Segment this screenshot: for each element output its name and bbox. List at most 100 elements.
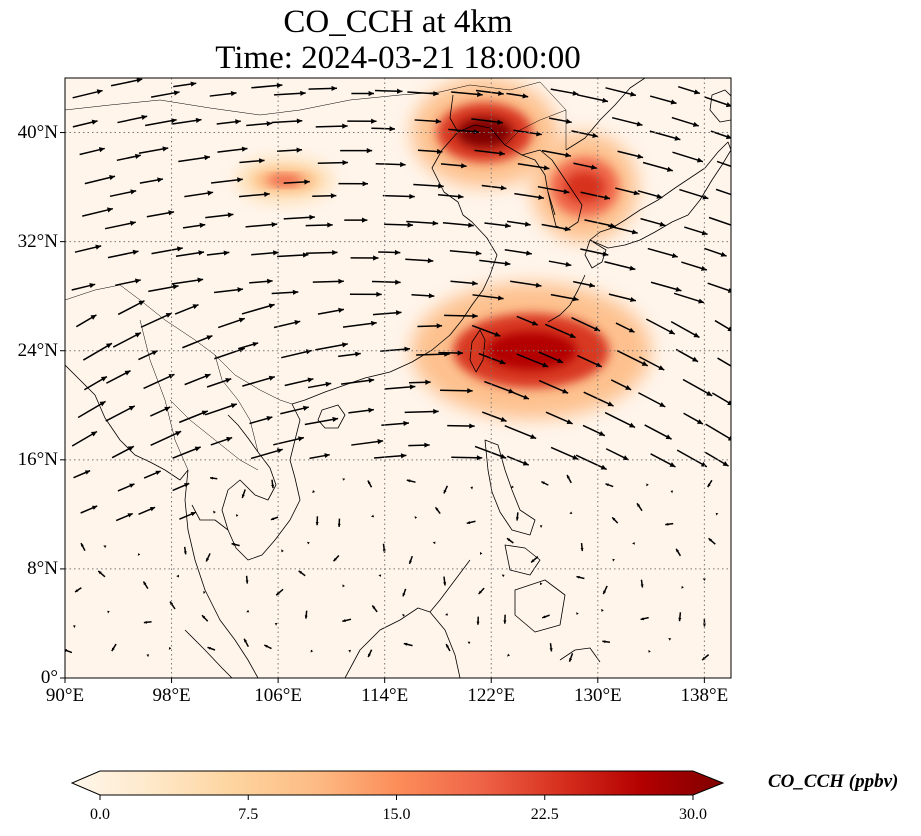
wind-arrow bbox=[106, 369, 131, 384]
wind-arrow bbox=[206, 378, 232, 388]
border-myanmar-thailand bbox=[139, 319, 189, 471]
wind-arrow bbox=[283, 179, 310, 185]
wind-arrow bbox=[280, 405, 309, 415]
wind-arrow bbox=[138, 350, 158, 361]
wind-arrow bbox=[715, 512, 719, 516]
wind-arrow bbox=[406, 220, 439, 226]
wind-arrow bbox=[568, 653, 574, 663]
wind-arrow bbox=[77, 400, 106, 419]
wind-arrow bbox=[105, 405, 136, 422]
wind-arrow bbox=[437, 193, 464, 200]
wind-arrow bbox=[516, 315, 539, 326]
wind-arrow bbox=[273, 90, 306, 96]
lon-tick-label: 98°E bbox=[152, 685, 191, 706]
wind-arrow bbox=[246, 609, 250, 613]
wind-arrow bbox=[371, 279, 401, 285]
wind-arrow bbox=[583, 391, 614, 407]
wind-arrow bbox=[605, 483, 614, 488]
wind-arrow bbox=[80, 505, 98, 514]
wind-arrow bbox=[573, 162, 597, 170]
wind-arrow bbox=[440, 163, 467, 169]
wind-arrow bbox=[602, 585, 608, 595]
wind-arrow bbox=[611, 116, 643, 127]
wind-arrow bbox=[507, 653, 510, 657]
wind-arrow bbox=[408, 442, 430, 448]
wind-arrow bbox=[637, 190, 663, 199]
coastline-visayas bbox=[504, 544, 541, 576]
wind-arrow bbox=[647, 247, 678, 258]
wind-arrow bbox=[171, 277, 204, 285]
wind-arrow bbox=[139, 177, 164, 184]
wind-arrow bbox=[665, 522, 674, 526]
wind-arrow bbox=[548, 260, 572, 267]
wind-arrow bbox=[337, 518, 341, 527]
wind-arrow bbox=[537, 185, 570, 195]
wind-arrow bbox=[83, 375, 108, 391]
wind-arrow bbox=[681, 585, 684, 589]
plume-north-china-plain bbox=[238, 159, 332, 201]
wind-arrow bbox=[702, 578, 706, 581]
wind-arrow bbox=[566, 474, 572, 484]
wind-arrow bbox=[213, 287, 244, 294]
wind-arrow bbox=[150, 406, 171, 417]
wind-arrow bbox=[708, 216, 731, 226]
wind-arrow bbox=[671, 116, 700, 127]
wind-arrow bbox=[569, 511, 573, 514]
wind-arrow bbox=[249, 415, 273, 425]
wind-arrow bbox=[575, 454, 607, 471]
wind-arrow bbox=[449, 249, 482, 256]
wind-arrow bbox=[71, 283, 96, 291]
wind-arrow bbox=[704, 247, 727, 257]
coastlines bbox=[65, 78, 731, 678]
wind-arrow bbox=[338, 351, 361, 358]
wind-arrow bbox=[675, 548, 682, 557]
wind-arrow bbox=[615, 322, 635, 333]
wind-arrow bbox=[172, 482, 190, 492]
wind-arrow bbox=[239, 158, 265, 164]
wind-arrow bbox=[580, 248, 609, 257]
coastline-malay-peninsula bbox=[184, 469, 259, 678]
wind-arrow bbox=[206, 250, 230, 256]
coastline-hainan bbox=[317, 404, 346, 429]
wind-arrow bbox=[146, 654, 150, 658]
wind-arrow bbox=[371, 514, 375, 518]
wind-arrow bbox=[309, 453, 330, 460]
wind-arrow bbox=[245, 221, 278, 228]
colorbar-body bbox=[70, 770, 725, 796]
plume-core bbox=[267, 174, 303, 186]
plume-korea-japan bbox=[531, 132, 638, 242]
axis-tick-marks bbox=[60, 132, 705, 683]
wind-arrow bbox=[378, 574, 382, 577]
wind-arrow bbox=[406, 479, 416, 483]
wind-arrow bbox=[682, 378, 713, 397]
lon-tick-label: 114°E bbox=[361, 685, 409, 706]
lon-tick-label: 138°E bbox=[680, 685, 729, 706]
wind-arrow bbox=[317, 307, 345, 315]
lat-tick-label: 24°N bbox=[17, 339, 58, 361]
wind-arrow bbox=[284, 377, 314, 387]
wind-arrow bbox=[541, 149, 572, 158]
wind-arrow bbox=[307, 381, 332, 389]
wind-arrow bbox=[509, 390, 530, 400]
wind-arrow bbox=[479, 551, 483, 555]
wind-arrow bbox=[205, 553, 211, 562]
wind-arrow bbox=[445, 612, 449, 616]
wind-arrow bbox=[237, 341, 259, 350]
wind-arrow bbox=[65, 649, 73, 654]
wind-arrow bbox=[714, 319, 731, 332]
wind-arrow bbox=[639, 356, 665, 371]
coastline-japan-hokkaido bbox=[709, 89, 731, 123]
wind-arrow bbox=[201, 614, 209, 622]
wind-arrow bbox=[538, 351, 564, 364]
wind-arrow bbox=[172, 446, 201, 459]
wind-arrow bbox=[402, 588, 407, 597]
lon-tick-label: 90°E bbox=[45, 685, 85, 706]
wind-arrow bbox=[246, 121, 273, 127]
wind-arrow bbox=[306, 541, 310, 545]
wind-arrow bbox=[670, 490, 674, 494]
colorbar-tick-label: 15.0 bbox=[382, 806, 411, 823]
coastline-japan-honshu bbox=[589, 141, 731, 249]
wind-arrow bbox=[82, 342, 113, 361]
wind-arrow bbox=[110, 78, 143, 87]
